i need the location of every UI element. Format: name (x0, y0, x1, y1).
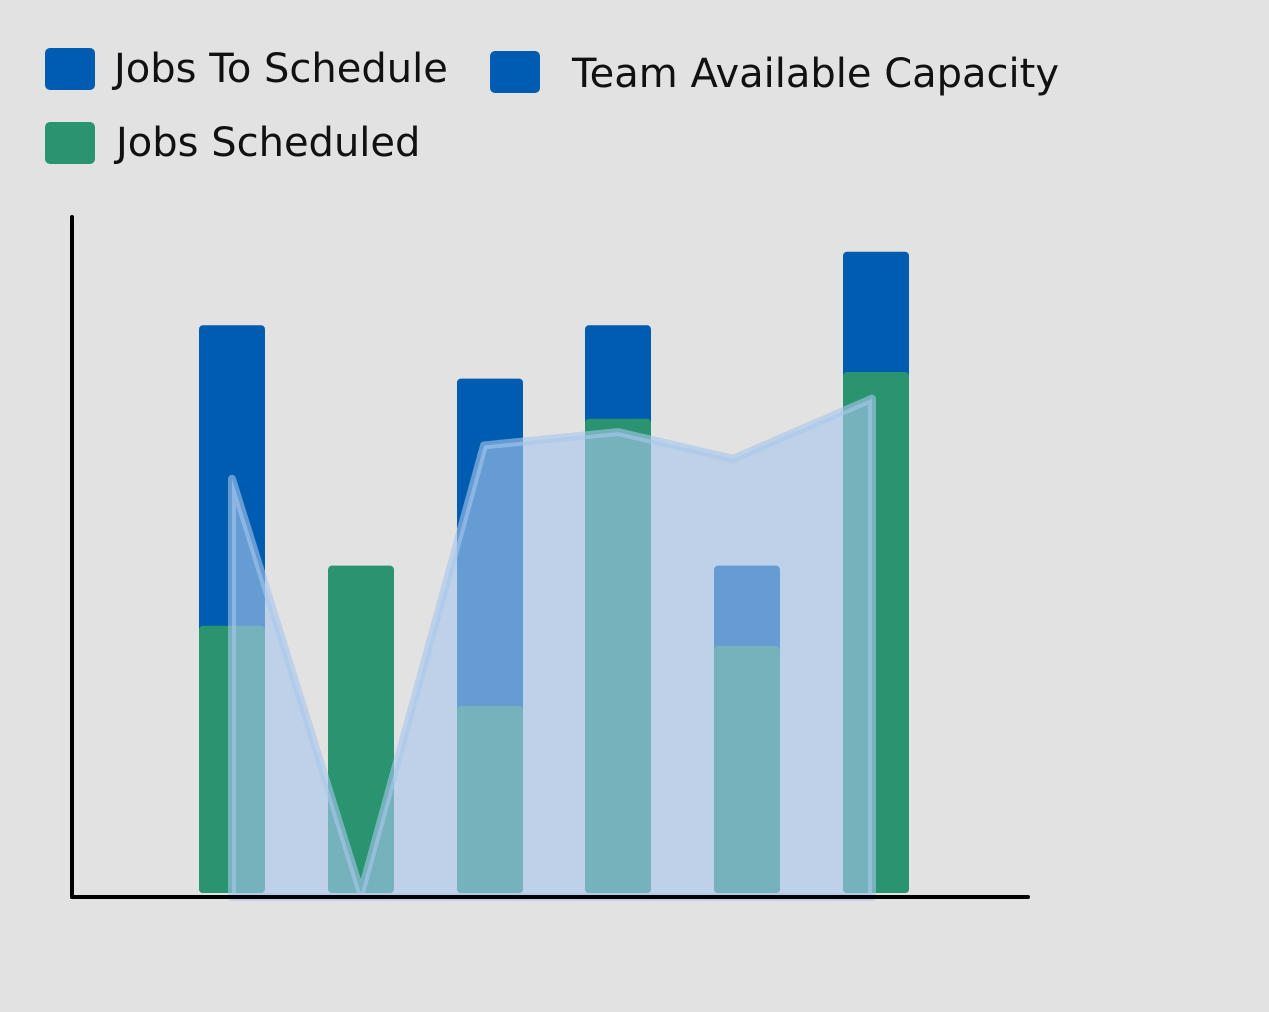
legend-swatch-jobs-to-schedule (45, 48, 95, 90)
legend-item-jobs-to-schedule: Jobs To Schedule (45, 48, 448, 90)
legend-label-jobs-to-schedule: Jobs To Schedule (114, 46, 448, 92)
legend-swatch-jobs-scheduled (45, 122, 95, 164)
area-team-available-capacity (228, 394, 876, 901)
legend-label-jobs-scheduled: Jobs Scheduled (116, 120, 421, 166)
legend-label-team-available-capacity: Team Available Capacity (572, 51, 1060, 97)
legend-item-jobs-scheduled: Jobs Scheduled (45, 122, 420, 164)
legend-swatch-team-available-capacity (490, 51, 540, 93)
bar-jobs-scheduled (328, 565, 394, 893)
legend-item-team-available-capacity: Team Available Capacity (490, 50, 1059, 94)
